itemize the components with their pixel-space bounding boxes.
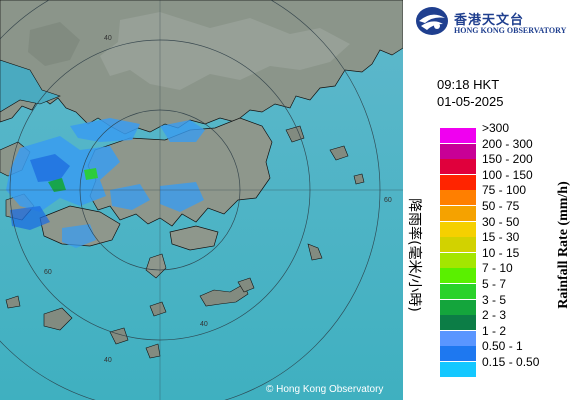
rain-echo-moderate [48, 178, 66, 192]
island [329, 145, 349, 161]
legend-label: 7 - 10 [482, 261, 513, 276]
legend-swatch [440, 268, 476, 284]
legend-swatch [440, 174, 476, 190]
legend-label: 0.50 - 1 [482, 339, 523, 354]
rain-echo [160, 182, 204, 212]
island [199, 283, 249, 307]
legend-title-english: Rainfall Rate (mm/h) [556, 181, 571, 309]
image-date: 01-05-2025 [437, 94, 504, 109]
rain-echo [70, 118, 140, 142]
legend-swatch [440, 252, 476, 268]
rain-echo [62, 224, 96, 248]
legend-swatch [440, 190, 476, 206]
legend-swatch [440, 330, 476, 346]
legend-swatch [440, 143, 476, 159]
island [149, 301, 167, 317]
island [237, 277, 255, 293]
legend-swatch [440, 299, 476, 315]
range-spokes [0, 0, 403, 400]
legend-label: 10 - 15 [482, 245, 520, 260]
rain-echo-moderate [84, 168, 98, 180]
rain-echo [160, 120, 205, 142]
radar-map: 40 60 40 60 40 © Hong Kong Observatory [0, 0, 403, 400]
legend-swatch [440, 206, 476, 221]
logo-name-english: HONG KONG OBSERVATORY [454, 26, 567, 35]
range-label: 60 [44, 269, 52, 276]
mainland-highlight [100, 12, 350, 90]
legend-title-chinese: 降雨率(毫米/小時) [406, 198, 422, 312]
legend-swatch [440, 362, 476, 377]
range-label: 60 [384, 197, 392, 204]
legend-label: 200 - 300 [482, 136, 533, 151]
rain-echo [110, 184, 150, 210]
island [285, 125, 305, 143]
legend-title-zh-wrap: 降雨率(毫米/小時) [406, 150, 440, 360]
island [307, 243, 323, 261]
rain-echo [30, 154, 70, 182]
island [5, 295, 21, 309]
legend-label: 1 - 2 [482, 323, 507, 338]
image-time: 09:18 HKT [437, 77, 500, 92]
info-panel: 香港天文台 HONG KONG OBSERVATORY 09:18 HKT 01… [403, 0, 577, 400]
rain-echo [10, 206, 50, 230]
legend-title-en-wrap: Rainfall Rate (mm/h) [553, 140, 575, 350]
legend-label: 75 - 100 [482, 183, 527, 198]
legend-label: 150 - 200 [482, 152, 533, 167]
legend-label: 30 - 50 [482, 214, 520, 229]
range-label: 40 [104, 35, 112, 42]
legend-swatch [440, 159, 476, 175]
legend-label: 50 - 75 [482, 199, 520, 213]
legend-swatch [440, 284, 476, 299]
legend-swatch [440, 128, 476, 143]
legend-swatch [440, 237, 476, 253]
logo-name-chinese: 香港天文台 [454, 13, 525, 28]
island [353, 173, 365, 185]
legend-swatch [440, 221, 476, 237]
estuary [0, 59, 61, 113]
range-label: 40 [200, 321, 208, 328]
legend-label: 15 - 30 [482, 230, 520, 245]
copyright-notice: © Hong Kong Observatory [266, 384, 384, 395]
hk-island [169, 225, 219, 251]
legend-label: 2 - 3 [482, 308, 507, 323]
legend-swatch [440, 315, 476, 331]
legend-label: >300 [482, 121, 510, 135]
radar-image: 40 60 40 60 40 [0, 0, 403, 400]
legend-label: 0.15 - 0.50 [482, 355, 540, 369]
legend-label: 3 - 5 [482, 292, 507, 307]
legend-label: 5 - 7 [482, 277, 507, 291]
hko-emblem-icon [416, 7, 448, 35]
mainland-shade [28, 22, 80, 66]
island [109, 327, 129, 345]
legend-swatch [440, 346, 476, 362]
legend-label: 100 - 150 [482, 167, 533, 182]
island [43, 307, 73, 331]
rain-echoes [6, 118, 205, 248]
hko-logo: 香港天文台 HONG KONG OBSERVATORY [415, 6, 573, 40]
range-label: 40 [104, 357, 112, 364]
